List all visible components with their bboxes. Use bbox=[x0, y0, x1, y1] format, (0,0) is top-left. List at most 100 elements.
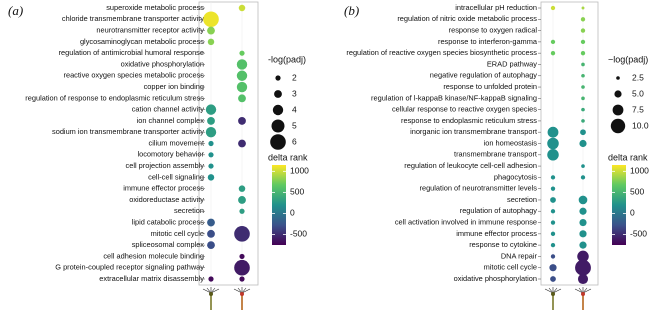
dot bbox=[550, 175, 556, 180]
dot bbox=[581, 6, 585, 10]
soma bbox=[551, 292, 555, 296]
size-key-label: 2 bbox=[292, 72, 297, 82]
dot bbox=[236, 59, 248, 70]
term-label: regulation of neurotransmitter levels bbox=[420, 184, 538, 193]
term-label: inorganic ion transmembrane transport bbox=[410, 127, 537, 136]
soma bbox=[240, 292, 244, 296]
dot bbox=[547, 137, 559, 150]
dendrite bbox=[202, 288, 212, 294]
term-label: extracellular matrix disassembly bbox=[99, 274, 204, 283]
dot bbox=[581, 119, 585, 123]
term-label: immune effector process bbox=[456, 229, 537, 238]
term-label: regulation of antimicrobial humoral resp… bbox=[59, 48, 204, 57]
dot bbox=[550, 242, 556, 248]
cell-icon bbox=[233, 287, 251, 310]
term-label: regulation of l-kappaB kinase/NF-kappaB … bbox=[371, 93, 537, 102]
dot bbox=[238, 196, 246, 204]
size-key bbox=[614, 90, 622, 98]
term-label: immune effector process bbox=[123, 184, 204, 193]
dot bbox=[550, 5, 556, 11]
dot bbox=[550, 39, 556, 45]
dot bbox=[238, 117, 246, 125]
dot bbox=[579, 218, 587, 227]
term-label: regulation of autophagy bbox=[460, 206, 538, 215]
color-tick-label: -500 bbox=[630, 229, 647, 239]
size-key bbox=[616, 76, 620, 80]
size-legend-title: −log(padj) bbox=[608, 54, 648, 64]
dot bbox=[580, 175, 586, 180]
dot bbox=[238, 139, 246, 148]
dot bbox=[239, 50, 245, 56]
term-label: ion homeostasis bbox=[484, 138, 538, 147]
dot bbox=[581, 107, 585, 112]
size-key-label: 5 bbox=[292, 120, 297, 130]
cell-icon bbox=[544, 287, 562, 310]
term-label: ion channel complex bbox=[137, 116, 205, 125]
term-label: intracellular pH reduction bbox=[455, 3, 537, 12]
dot bbox=[575, 259, 591, 276]
size-key-label: 2.5 bbox=[632, 72, 644, 82]
dot bbox=[577, 273, 589, 285]
term-label: cellular response to reactive oxygen spe… bbox=[392, 105, 537, 114]
size-key-label: 6 bbox=[292, 136, 297, 146]
term-label: regulation of nitric oxide metabolic pro… bbox=[397, 14, 537, 23]
color-bar bbox=[272, 165, 286, 245]
term-label: locomotory behavior bbox=[137, 150, 204, 159]
term-label: ERAD pathway bbox=[487, 59, 537, 68]
dot bbox=[550, 51, 556, 56]
dot bbox=[238, 94, 246, 103]
color-tick-label: 0 bbox=[290, 208, 295, 218]
dot bbox=[549, 264, 557, 272]
dot bbox=[581, 85, 585, 89]
size-legend-title: -log(padj) bbox=[268, 54, 306, 64]
dot bbox=[207, 38, 215, 46]
term-label: regulation of response to endoplasmic re… bbox=[25, 93, 204, 102]
dendrite bbox=[582, 288, 592, 294]
dot bbox=[207, 241, 215, 250]
dot bbox=[581, 62, 585, 67]
color-tick-label: 0 bbox=[630, 208, 635, 218]
dot bbox=[547, 126, 559, 138]
dot bbox=[550, 186, 556, 191]
panel-label: (b) bbox=[344, 3, 359, 18]
term-label: response to cytokine bbox=[469, 240, 537, 249]
dot bbox=[579, 241, 587, 249]
dot bbox=[238, 4, 246, 12]
size-key bbox=[271, 119, 285, 133]
size-key bbox=[274, 90, 282, 98]
term-label: mitotic cell cycle bbox=[151, 229, 204, 238]
term-label: cell adhesion molecule binding bbox=[103, 251, 204, 260]
dot bbox=[547, 149, 559, 161]
dot bbox=[580, 129, 586, 136]
dendrite bbox=[210, 288, 220, 294]
dot bbox=[207, 117, 215, 125]
term-label: response to oxygen radical bbox=[449, 26, 538, 35]
dot bbox=[234, 259, 250, 276]
size-key bbox=[272, 104, 284, 116]
term-label: secretion bbox=[507, 195, 537, 204]
term-label: mitotic cell cycle bbox=[484, 263, 537, 272]
term-label: cation channel activity bbox=[132, 105, 205, 114]
dot bbox=[207, 26, 215, 35]
size-key bbox=[275, 75, 281, 81]
size-key-label: 10.0 bbox=[632, 120, 649, 130]
dot bbox=[208, 163, 214, 169]
term-label: oxidative phosphorylation bbox=[454, 274, 537, 283]
size-key-label: 3 bbox=[292, 88, 297, 98]
color-tick-label: -500 bbox=[290, 229, 307, 239]
dot bbox=[581, 164, 585, 168]
dot bbox=[579, 207, 587, 215]
color-legend-title: delta rank bbox=[268, 152, 308, 162]
term-label: neurotransmitter receptor activity bbox=[96, 26, 204, 35]
dot bbox=[205, 104, 217, 115]
dot bbox=[578, 195, 588, 205]
dot bbox=[239, 208, 245, 214]
term-label: G protein-coupled receptor signaling pat… bbox=[55, 263, 204, 272]
term-label: spliceosomal complex bbox=[132, 240, 205, 249]
size-key-label: 5.0 bbox=[632, 88, 644, 98]
dot bbox=[236, 81, 248, 93]
dot bbox=[236, 70, 248, 81]
dot bbox=[208, 276, 214, 282]
dot bbox=[550, 209, 556, 214]
